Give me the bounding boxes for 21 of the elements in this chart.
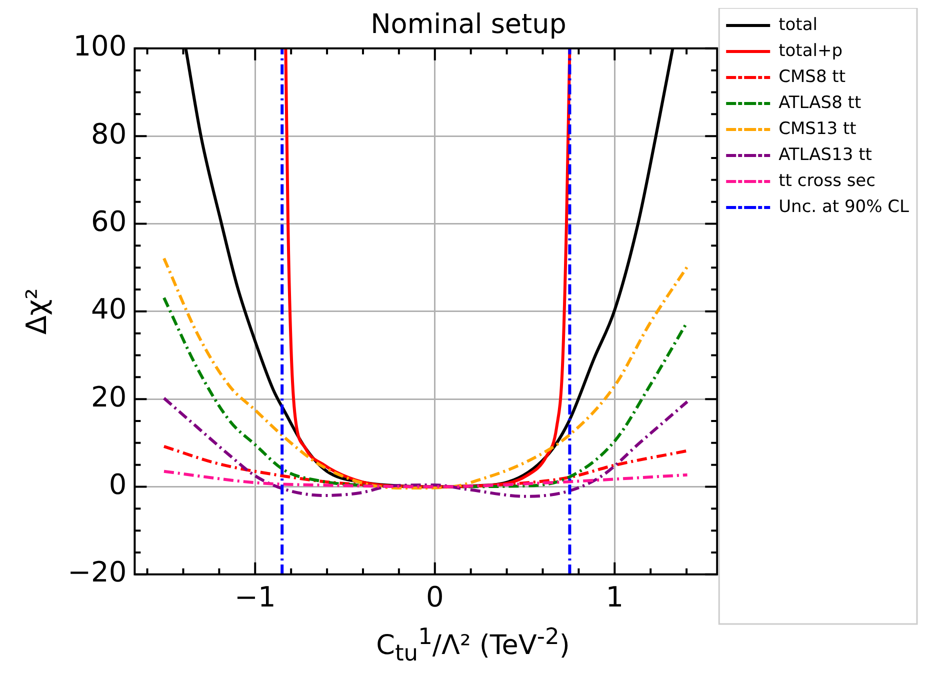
legend-label: total+p [778,40,843,61]
y-tick-label: 0 [108,468,127,502]
x-tick-label: 1 [606,580,624,614]
legend-label: tt cross sec [778,170,876,191]
y-tick-label: 20 [91,380,127,414]
chart-title: Nominal setup [370,9,566,40]
y-tick-label: 100 [73,30,127,63]
legend-label: CMS8 tt [778,66,846,87]
y-tick-label: 60 [91,205,127,238]
x-tick-label: −1 [234,580,276,614]
y-tick-label: 40 [91,292,127,326]
legend-label: Unc. at 90% CL [778,196,910,217]
legend-label: ATLAS8 tt [778,92,862,113]
y-tick-label: 80 [91,117,127,150]
x-axis-title: C$_{tu}$$^{1}$/Λ² (TeV$^{-2}$) [375,624,571,666]
legend-label: CMS13 tt [778,118,857,139]
y-tick-label: −20 [68,556,127,589]
x-tick-label: 0 [426,580,444,614]
legend-label: total [778,14,818,35]
y-axis-title: Δχ² [20,288,54,335]
legend-label: ATLAS13 tt [778,144,872,165]
